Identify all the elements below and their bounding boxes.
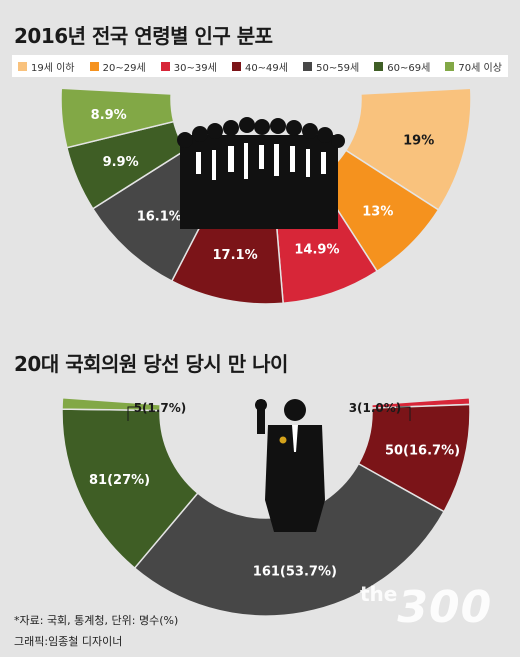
legend-item-0: 19세 이하 — [18, 59, 75, 74]
legend-label-0: 19세 이하 — [31, 62, 75, 74]
politician-silhouette-icon — [255, 399, 325, 532]
legend-swatch-6 — [445, 61, 455, 71]
chart1-value-label-2: 14.9% — [294, 243, 339, 258]
source-note: *자료: 국회, 통계청, 단위: 명수(%) — [14, 614, 179, 627]
legend-label-5: 60~69세 — [387, 62, 431, 74]
legend-swatch-2 — [160, 61, 170, 71]
chart1-value-label-6: 8.9% — [91, 108, 127, 123]
chart2-value-label-3: 81(27%) — [89, 473, 150, 488]
legend-item-5: 60~69세 — [374, 59, 430, 74]
chart2-value-label-0: 3(1.0%) — [349, 401, 402, 415]
chart1-value-label-4: 16.1% — [137, 209, 182, 224]
legend-swatch-5 — [374, 61, 384, 71]
legend-label-4: 50~59세 — [316, 62, 360, 74]
legend-swatch-3 — [231, 61, 241, 71]
legend-swatch-4 — [303, 61, 313, 71]
chart2-slice-3 — [61, 408, 199, 570]
legend-label-3: 40~49세 — [244, 62, 288, 74]
brand-logo: the300 — [360, 582, 492, 633]
legend-item-6: 70세 이상 — [445, 59, 502, 74]
chart2-leader-line-4 — [127, 406, 140, 421]
chart1-legend: 19세 이하 20~29세 30~39세 40~49세 50~59세 60~69세 70세 … — [12, 55, 508, 77]
crowd-silhouette-icon — [177, 117, 345, 229]
credit-note: 그래픽:임종철 디자이너 — [14, 635, 123, 648]
lawmakers-chart: 3(1.0%) 50(16.7%) 161(53.7%) 81(27%) 5(1.7%) — [61, 396, 471, 617]
chart2-value-label-1: 50(16.7%) — [385, 444, 460, 459]
legend-item-3: 40~49세 — [231, 59, 288, 74]
legend-label-6: 70세 이상 — [458, 62, 502, 74]
legend-item-1: 20~29세 — [89, 59, 146, 74]
chart1-title: 2016년 전국 연령별 인구 분포 — [14, 24, 273, 48]
chart2-title: 20대 국회의원 당선 당시 만 나이 — [14, 352, 288, 376]
chart2-value-label-4: 5(1.7%) — [134, 401, 187, 415]
legend-item-2: 30~39세 — [160, 59, 217, 74]
chart1-value-label-1: 13% — [362, 205, 393, 220]
legend-swatch-0 — [18, 61, 27, 71]
chart1-value-label-5: 9.9% — [103, 155, 139, 170]
chart2-value-label-2: 161(53.7%) — [253, 564, 337, 579]
chart1-value-label-0: 19% — [403, 134, 434, 149]
chart1-slice-6 — [60, 87, 175, 149]
brand-big: 300 — [397, 582, 493, 633]
chart1-value-label-3: 17.1% — [213, 248, 258, 263]
brand-small: the — [360, 582, 398, 606]
chart2-leader-line-0 — [396, 406, 411, 421]
legend-label-1: 20~29세 — [102, 62, 146, 74]
legend-swatch-1 — [89, 61, 99, 71]
legend-label-2: 30~39세 — [173, 62, 217, 74]
legend-item-4: 50~59세 — [303, 59, 359, 74]
